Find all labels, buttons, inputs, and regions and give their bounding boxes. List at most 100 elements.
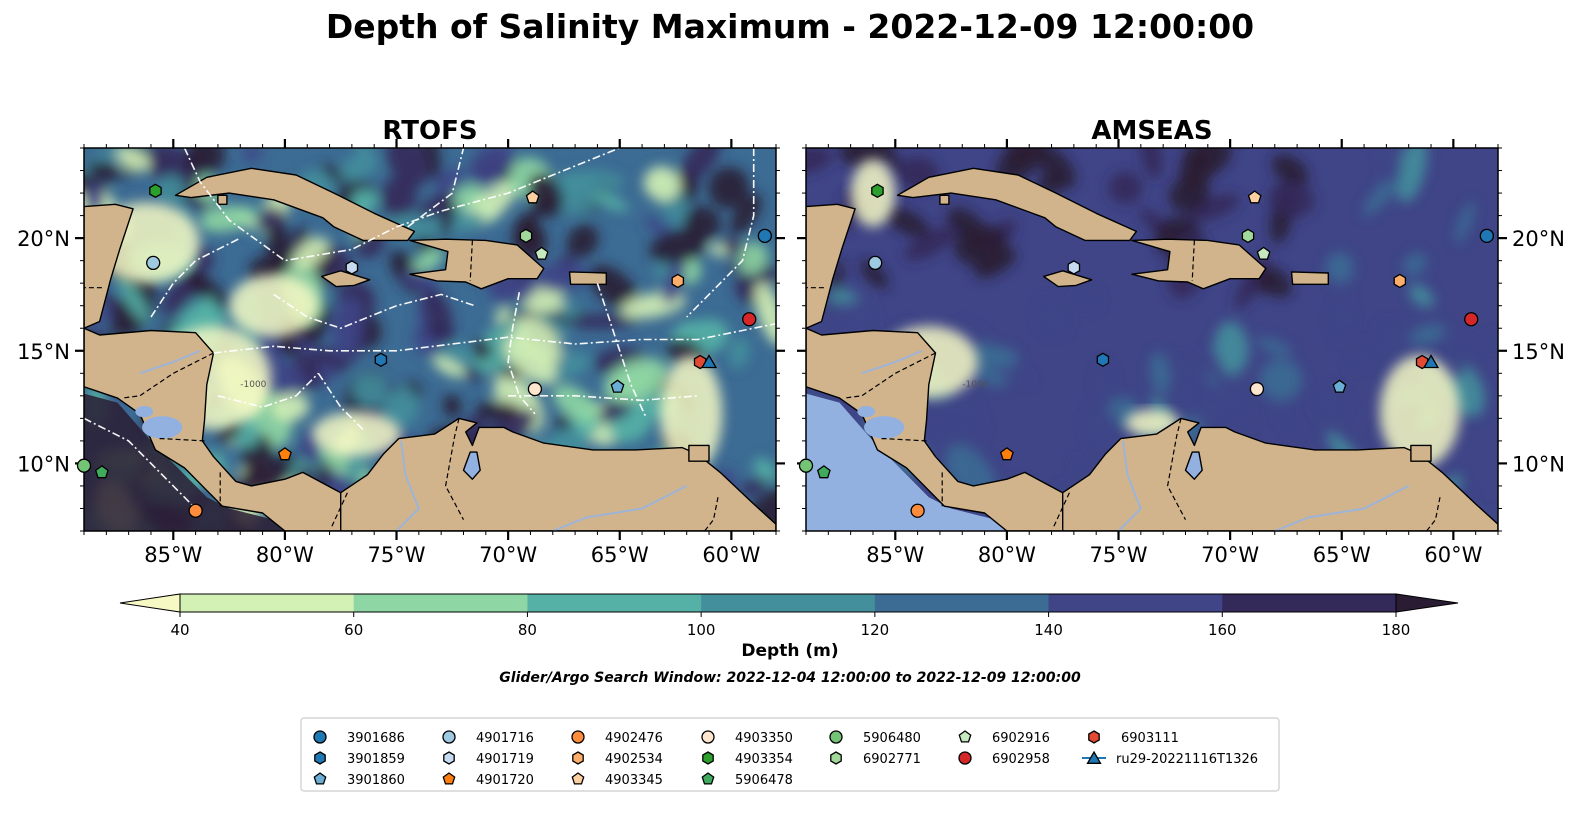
marker-4901719 (1067, 260, 1081, 275)
colorbar-tick-label: 40 (170, 621, 189, 639)
marker-ru29-20221116T1326 (700, 354, 718, 369)
axes-rtofs: 85°W 80°W 75°W 70°W 65°W 60°W 10°N 15°N 20°N (17, 139, 785, 567)
colorbar-extend-high (1395, 593, 1459, 613)
legend-marker (571, 772, 585, 785)
legend-marker (572, 751, 584, 765)
legend-label: 4902534 (605, 752, 663, 767)
legend-label: 4901716 (476, 731, 534, 746)
legend-marker (571, 730, 585, 744)
marker-5906478 (816, 465, 831, 479)
legend-marker (701, 730, 715, 744)
legend-label: 4903350 (735, 731, 793, 746)
markers-rtofs (76, 183, 772, 518)
marker-4902534 (671, 273, 685, 289)
legend-marker (958, 751, 972, 765)
x-tick-label: 70°W (479, 543, 537, 567)
legend-label: ru29-20221116T1326 (1116, 752, 1258, 767)
x-tick-label: 60°W (702, 543, 760, 567)
map-panel-rtofs: -1000 (84, 148, 776, 531)
colorbar-segment (701, 594, 876, 612)
legend-marker (442, 730, 456, 744)
map-panel-amseas: -1000 (806, 148, 1498, 531)
legend-marker (1086, 750, 1102, 764)
colorbar-segment (180, 594, 355, 612)
y-tick-label: 20°N (1512, 227, 1565, 251)
marker-4903354 (149, 183, 162, 199)
colorbar: 40 60 80 100 120 140 160 180 (119, 593, 1459, 639)
panel-title-rtofs: RTOFS (382, 116, 477, 146)
legend-label: 3901686 (347, 731, 405, 746)
legend-marker (830, 751, 842, 765)
marker-4903345 (1247, 190, 1262, 204)
y-tick-label: 15°N (1512, 340, 1565, 364)
legend-label: 4901720 (476, 773, 534, 788)
marker-4903345 (525, 190, 540, 204)
colorbar-segment (353, 594, 528, 612)
marker-6902771 (519, 228, 533, 244)
marker-4903350 (1249, 381, 1265, 397)
marker-3901860 (1332, 379, 1347, 393)
marker-3901859 (374, 352, 388, 368)
marker-6902771 (1241, 228, 1255, 244)
legend-label: 6902958 (992, 752, 1050, 767)
colorbar-segment (527, 594, 702, 612)
colorbar-segment (874, 594, 1050, 612)
legend-marker (829, 730, 843, 744)
colorbar-segment (1222, 594, 1397, 612)
x-tick-label: 70°W (1201, 543, 1259, 567)
x-tick-label: 75°W (1090, 543, 1148, 567)
marker-6902916 (534, 246, 549, 260)
marker-3901686 (757, 228, 772, 244)
svg-text:-1000: -1000 (962, 380, 988, 390)
marker-6902958 (1464, 312, 1479, 327)
x-tick-label: 65°W (591, 543, 649, 567)
y-tick-label: 15°N (17, 340, 70, 364)
x-tick-label: 65°W (1313, 543, 1371, 567)
y-tick-label: 20°N (17, 227, 70, 251)
panel-title-amseas: AMSEAS (1091, 116, 1212, 146)
marker-4903354 (871, 183, 884, 199)
marker-4903350 (527, 381, 543, 397)
legend-label: 4903354 (735, 752, 793, 767)
marker-4901720 (277, 447, 292, 461)
legend-box (300, 717, 1280, 792)
legend-marker (313, 772, 327, 785)
marker-4902534 (1393, 273, 1407, 289)
legend-marker (313, 730, 327, 744)
x-tick-label: 85°W (144, 543, 202, 567)
colorbar-segment (1048, 594, 1223, 612)
marker-4901716 (146, 255, 161, 271)
marker-6902916 (1256, 246, 1271, 260)
search-window-caption: Glider/Argo Search Window: 2022-12-04 12… (499, 670, 1081, 686)
marker-3901859 (1096, 352, 1110, 368)
legend-marker (702, 751, 714, 765)
legend-label: 5906480 (863, 731, 921, 746)
colorbar-label: Depth (m) (741, 641, 838, 661)
legend-label: 6902916 (992, 731, 1050, 746)
marker-6902958 (742, 312, 757, 327)
marker-3901860 (610, 379, 625, 393)
legend: 3901686 3901859 3901860 4901716 4901719 49017… (313, 730, 1258, 788)
marker-4902476 (910, 503, 925, 518)
y-tick-label: 10°N (17, 452, 70, 476)
legend-marker (443, 751, 455, 765)
svg-text:-1000: -1000 (240, 380, 266, 390)
colorbar-tick-label: 160 (1208, 621, 1237, 639)
x-tick-label: 75°W (368, 543, 426, 567)
marker-3901686 (1479, 228, 1494, 244)
map-frame-amseas (805, 147, 1499, 532)
colorbar-extend-low (119, 593, 181, 613)
legend-marker (442, 772, 456, 785)
marker-5906478 (94, 465, 109, 479)
map-frame-rtofs (83, 147, 777, 532)
x-tick-label: 60°W (1424, 543, 1482, 567)
legend-marker (958, 730, 972, 743)
legend-label: 5906478 (735, 773, 793, 788)
colorbar-tick-label: 60 (344, 621, 363, 639)
markers-amseas (798, 183, 1494, 518)
marker-5906480 (798, 458, 814, 473)
colorbar-tick-label: 120 (861, 621, 890, 639)
colorbar-tick-label: 100 (687, 621, 716, 639)
marker-ru29-20221116T1326 (1422, 354, 1440, 369)
